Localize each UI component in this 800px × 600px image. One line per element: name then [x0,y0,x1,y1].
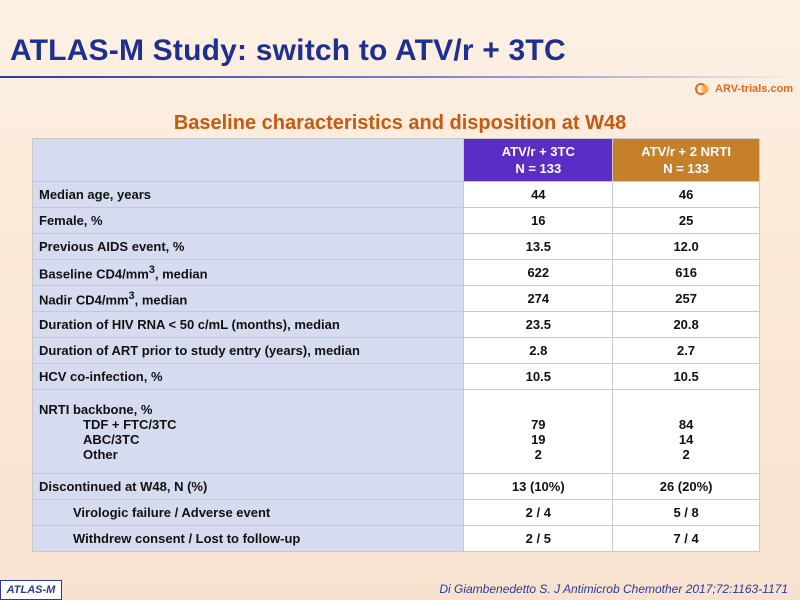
slide-title: ATLAS-M Study: switch to ATV/r + 3TC [10,34,566,67]
label-text: Baseline CD4/mm [39,266,149,282]
cell-value: 257 [612,285,760,312]
cell-value: 2.8 [463,337,614,364]
row-label: Withdrew consent / Lost to follow-up [31,525,465,552]
cell-value: 274 [463,285,614,312]
cell-value: 13.5 [463,233,614,260]
table-row: Female, % 16 25 [31,207,760,234]
table-row: Previous AIDS event, % 13.5 12.0 [31,233,760,260]
row-label: NRTI backbone, % TDF + FTC/3TC ABC/3TC O… [31,389,465,474]
row-label: Female, % [31,207,465,234]
row-label: Previous AIDS event, % [31,233,465,260]
cell-value: 26 (20%) [612,473,760,500]
label-text: NRTI backbone, % [39,401,153,417]
cell-value: 10.5 [463,363,614,390]
cell-value: 7 / 4 [612,525,760,552]
cell-value: 20.8 [612,311,760,338]
col-header-atv-3tc: ATV/r + 3TC N = 133 [463,138,614,182]
cell-value: 616 [612,259,760,286]
cell-value: 5 / 8 [612,499,760,526]
cell-value: 84 14 2 [612,389,760,474]
header-row: ATV/r + 3TC N = 133 ATV/r + 2 NRTI N = 1… [31,138,760,182]
superscript: 3 [128,289,135,302]
cell-value: 79 19 2 [463,389,614,474]
sub-value: 79 [531,416,546,432]
table-row: Withdrew consent / Lost to follow-up 2 /… [31,525,760,552]
table-row: Discontinued at W48, N (%) 13 (10%) 26 (… [31,473,760,500]
sub-value: 14 [678,431,694,447]
row-label: Virologic failure / Adverse event [31,499,465,526]
sub-value: 2 [534,446,542,462]
table-row-nrti: NRTI backbone, % TDF + FTC/3TC ABC/3TC O… [31,389,760,474]
cell-value: 622 [463,259,614,286]
arv-trials-logo: ARV-trials.com [694,80,793,98]
table-subtitle: Baseline characteristics and disposition… [173,112,627,134]
sub-value: 19 [531,431,546,447]
logo-text: ARV-trials.com [715,83,794,95]
table-row: Duration of HIV RNA < 50 c/mL (months), … [31,311,760,338]
table-row: Baseline CD4/mm3, median 622 616 [31,259,760,286]
study-badge: ATLAS-M [0,580,62,600]
row-label: Nadir CD4/mm3, median [31,285,465,312]
sub-value: 2 [682,446,690,462]
col-n: N = 133 [515,161,562,176]
baseline-table: ATV/r + 3TC N = 133 ATV/r + 2 NRTI N = 1… [31,138,760,552]
cell-value: 2.7 [612,337,760,364]
label-text: , median [134,292,188,308]
label-text: Nadir CD4/mm [39,292,129,308]
logo-swirl-icon [694,82,712,96]
row-label: HCV co-infection, % [31,363,465,390]
sub-value: 84 [678,416,694,432]
cell-value: 16 [463,207,614,234]
table-row: Virologic failure / Adverse event 2 / 4 … [31,499,760,526]
cell-value: 46 [612,181,760,208]
title-rule [0,76,800,78]
superscript: 3 [148,263,155,276]
sub-label: TDF + FTC/3TC [83,416,177,432]
citation: Di Giambenedetto S. J Antimicrob Chemoth… [439,582,788,596]
row-label: Duration of ART prior to study entry (ye… [31,337,465,364]
sub-label: Other [83,446,118,462]
cell-value: 10.5 [612,363,760,390]
col-n: N = 133 [663,161,710,176]
header-corner [31,138,465,182]
sub-label: ABC/3TC [83,431,140,447]
table-row: HCV co-infection, % 10.5 10.5 [31,363,760,390]
row-label: Median age, years [31,181,465,208]
cell-value: 13 (10%) [463,473,614,500]
table-row: Nadir CD4/mm3, median 274 257 [31,285,760,312]
label-text: , median [154,266,208,282]
cell-value: 23.5 [463,311,614,338]
row-label: Baseline CD4/mm3, median [31,259,465,286]
cell-value: 44 [463,181,614,208]
col-name: ATV/r + 3TC [501,144,575,159]
cell-value: 2 / 5 [463,525,614,552]
cell-value: 2 / 4 [463,499,614,526]
table-row: Duration of ART prior to study entry (ye… [31,337,760,364]
row-label: Duration of HIV RNA < 50 c/mL (months), … [31,311,465,338]
col-header-atv-2nrti: ATV/r + 2 NRTI N = 133 [612,138,760,182]
col-name: ATV/r + 2 NRTI [641,144,731,159]
table-row: Median age, years 44 46 [31,181,760,208]
cell-value: 25 [612,207,760,234]
row-label: Discontinued at W48, N (%) [31,473,465,500]
cell-value: 12.0 [612,233,760,260]
